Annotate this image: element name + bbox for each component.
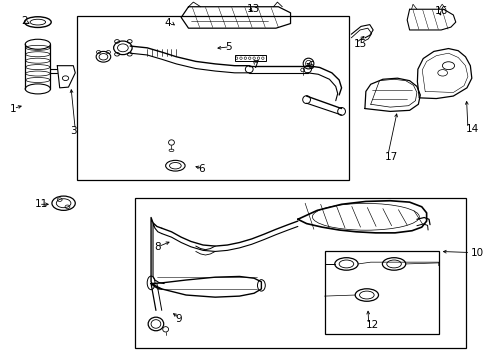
- Text: 15: 15: [353, 39, 366, 49]
- Text: 12: 12: [365, 320, 378, 330]
- Bar: [324, 251, 438, 334]
- Text: 1: 1: [10, 104, 17, 113]
- Text: 16: 16: [434, 6, 447, 17]
- Text: 5: 5: [224, 42, 231, 52]
- Text: 2: 2: [21, 16, 27, 26]
- Text: 6: 6: [307, 61, 314, 71]
- Text: 8: 8: [154, 242, 161, 252]
- Bar: [135, 198, 465, 348]
- Text: 9: 9: [175, 314, 182, 324]
- Text: 4: 4: [164, 18, 170, 28]
- Bar: [234, 55, 265, 62]
- Text: 6: 6: [198, 164, 204, 174]
- Text: 17: 17: [384, 152, 397, 162]
- Text: 14: 14: [465, 124, 478, 134]
- Text: 10: 10: [470, 248, 483, 257]
- Text: 11: 11: [34, 199, 48, 209]
- Text: 7: 7: [251, 60, 258, 69]
- Bar: [77, 16, 348, 180]
- Text: 3: 3: [70, 126, 77, 136]
- Text: 13: 13: [246, 4, 260, 14]
